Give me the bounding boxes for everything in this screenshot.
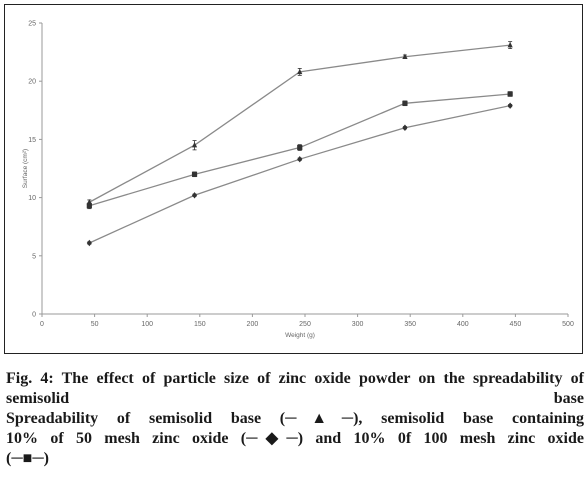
y-tick-label: 0 — [32, 312, 36, 319]
x-axis-title: Weight (g) — [285, 332, 315, 339]
data-point-diamond — [191, 192, 198, 199]
caption-legend-line-2: 10% of 50 mesh zinc oxide (─◆─) and 10% … — [6, 430, 584, 447]
data-point-square — [507, 91, 513, 97]
caption-title: Fig. 4: The effect of particle size of z… — [6, 370, 584, 407]
series-group — [86, 41, 513, 247]
y-tick-label: 10 — [28, 195, 36, 202]
data-point-diamond — [402, 124, 408, 131]
data-point-diamond — [297, 155, 303, 163]
spreadability-chart: 0 50 100 150 200 250 300 350 400 450 500 0 5 10 15 20 25… — [22, 21, 574, 340]
x-tick-label: 300 — [352, 321, 364, 328]
x-tick-label: 0 — [40, 321, 44, 328]
figure-frame: 0 50 100 150 200 250 300 350 400 450 500 0 5 10 15 20 25… — [4, 4, 583, 354]
x-tick-label: 50 — [91, 321, 99, 328]
x-tick-label: 250 — [299, 321, 311, 328]
figure-caption: Fig. 4: The effect of particle size of z… — [6, 369, 584, 469]
data-point-square — [191, 171, 198, 177]
x-tick-label: 500 — [562, 321, 574, 328]
series-triangle — [86, 41, 513, 205]
series-line-diamond — [89, 105, 511, 244]
x-tick-label: 450 — [510, 321, 522, 328]
x-tick-label: 400 — [457, 321, 469, 328]
y-axis-title: Surface (cm²) — [22, 149, 29, 188]
y-tick-label: 20 — [28, 79, 36, 86]
y-tick-label: 5 — [32, 253, 36, 260]
x-tick-label: 200 — [247, 321, 259, 328]
y-tick-label: 25 — [28, 21, 36, 28]
x-tick-label: 350 — [404, 321, 416, 328]
data-point-square — [297, 144, 303, 151]
data-point-triangle — [402, 53, 408, 59]
data-point-square — [86, 203, 92, 209]
x-tick-label: 150 — [194, 321, 206, 328]
data-point-square — [402, 100, 408, 106]
x-tick-label: 100 — [141, 321, 153, 328]
axes: 0 50 100 150 200 250 300 350 400 450 500 0 5 10 15 20 25… — [22, 21, 574, 340]
series-diamond — [86, 102, 513, 247]
data-point-diamond — [507, 102, 513, 109]
data-point-triangle — [297, 68, 303, 75]
series-square — [86, 91, 513, 210]
caption-legend-line-1: Spreadability of semisolid base (─▲─), s… — [6, 410, 584, 427]
caption-legend-line-3: (─■─) — [6, 450, 49, 467]
data-point-diamond — [86, 239, 92, 247]
data-point-triangle — [507, 41, 513, 48]
data-point-triangle — [191, 142, 198, 148]
y-tick-label: 15 — [28, 137, 36, 144]
